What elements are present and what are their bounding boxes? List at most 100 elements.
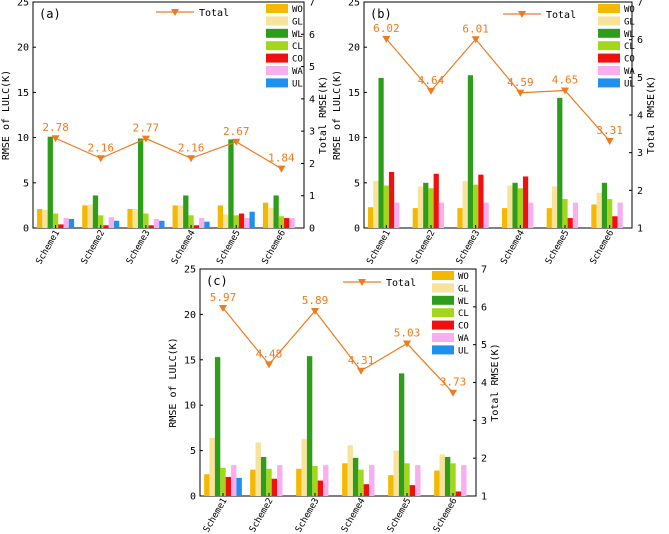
bar-wo — [172, 205, 178, 228]
y2-tick-label: 4 — [481, 378, 487, 389]
legend-swatch-wo — [266, 4, 288, 13]
y-axis-label: RMSE of LULC(K) — [1, 70, 12, 160]
x-tick-label: Scheme6 — [432, 497, 460, 534]
bar-gl — [255, 442, 261, 496]
y-tick-label: 25 — [184, 265, 196, 276]
y2-tick-label: 0 — [309, 224, 315, 235]
chart-panel-2: 0 5 10 15 20 25 1 2 3 4 5 6 7 RMSE of LULC(K) Total RM… — [332, 0, 657, 266]
total-data-label: 4.59 — [507, 76, 534, 89]
total-data-label: 1.84 — [268, 152, 295, 165]
bar-wa — [369, 465, 375, 496]
bar-wl — [512, 182, 518, 228]
bar-wo — [412, 208, 418, 228]
y2-tick-label: 7 — [481, 265, 487, 276]
bar-co — [284, 218, 290, 228]
bar-gl — [268, 208, 274, 228]
bar-wo — [37, 209, 43, 228]
total-data-label: 5.89 — [302, 294, 329, 307]
y-tick-label: 15 — [184, 355, 196, 366]
y-tick-label: 10 — [184, 401, 196, 412]
bar-wa — [277, 465, 283, 496]
total-data-label: 2.77 — [133, 122, 160, 135]
total-line — [55, 137, 282, 170]
legend-label-co: CO — [624, 55, 635, 65]
legend-label-wo: WO — [458, 272, 469, 282]
bar-wl — [306, 356, 313, 496]
x-tick-label: Scheme2 — [80, 229, 108, 267]
total-marker — [561, 87, 569, 95]
legend-swatch-co — [598, 53, 620, 63]
legend-label-ul: UL — [292, 79, 303, 89]
legend-label-gl: GL — [458, 284, 469, 294]
bar-wl — [601, 182, 608, 228]
total-marker — [311, 307, 319, 315]
total-data-label: 6.02 — [373, 22, 400, 35]
total-marker — [382, 35, 391, 43]
legend-swatch-co — [432, 320, 454, 330]
total-marker — [516, 89, 525, 97]
bar-ul — [236, 477, 242, 496]
bar-wo — [502, 208, 508, 228]
legend-label-wo: WO — [624, 5, 635, 15]
bar-wo — [591, 204, 597, 228]
legend-swatch-wa — [266, 66, 288, 75]
plot-frame — [32, 1, 305, 229]
bar-wl — [260, 456, 267, 496]
legend-swatch-ul — [598, 78, 620, 88]
bar-gl — [507, 185, 513, 228]
bar-wa — [323, 465, 329, 496]
bar-cl — [266, 468, 272, 496]
bar-co — [317, 480, 324, 496]
bar-wa — [438, 202, 445, 228]
y2-tick-label: 1 — [637, 224, 643, 235]
bar-wa — [415, 465, 421, 496]
total-marker — [51, 135, 60, 143]
y2-tick-label: 6 — [309, 30, 315, 41]
x-tick-label: Scheme1 — [202, 497, 230, 534]
bar-wl — [423, 182, 429, 228]
legend-total-marker — [518, 11, 526, 18]
bar-wl — [467, 75, 474, 228]
legend-total-label: Total — [199, 8, 229, 19]
bar-co — [103, 225, 109, 228]
legend-label-ul: UL — [624, 79, 635, 89]
bar-wa — [483, 202, 489, 228]
total-data-label: 2.16 — [88, 141, 115, 154]
total-marker — [141, 135, 150, 143]
legend-swatch-ul — [432, 345, 454, 355]
legend-label-wl: WL — [624, 30, 635, 40]
total-marker — [265, 361, 273, 369]
legend-label-co: CO — [292, 55, 303, 65]
bar-wo — [434, 470, 440, 496]
bar-co — [193, 225, 200, 228]
legend-label-wl: WL — [292, 30, 303, 40]
chart-panel-3: 0 5 10 15 20 25 1 2 3 4 5 6 7 RMSE of LULC(K) Total RM… — [168, 265, 501, 534]
x-tick-label: Scheme6 — [589, 229, 617, 267]
bar-co — [478, 174, 484, 228]
bar-wa — [231, 465, 237, 496]
bar-wa — [153, 218, 160, 228]
total-marker — [277, 165, 286, 173]
bar-wl — [47, 136, 53, 228]
bar-gl — [223, 214, 229, 228]
legend-label-cl: CL — [292, 42, 303, 52]
bar-gl — [209, 437, 215, 496]
y2-tick-label: 3 — [309, 127, 315, 138]
legend-label-wa: WA — [458, 334, 469, 344]
x-tick-label: Scheme5 — [215, 229, 243, 267]
bar-co — [455, 491, 462, 496]
y2-tick-label: 3 — [637, 148, 643, 159]
bar-wo — [127, 209, 133, 228]
bar-gl — [393, 450, 399, 496]
legend-swatch-wl — [598, 28, 620, 38]
y2-tick-label: 7 — [637, 0, 643, 9]
bar-wa — [572, 202, 579, 228]
bar-wl — [378, 77, 384, 228]
legend-swatch-wo — [598, 4, 620, 13]
total-marker — [96, 155, 105, 163]
y2-tick-label: 5 — [309, 62, 315, 73]
total-data-label: 3.31 — [596, 124, 623, 137]
bar-wa — [528, 202, 534, 228]
bar-cl — [143, 213, 149, 228]
bar-gl — [596, 192, 602, 228]
